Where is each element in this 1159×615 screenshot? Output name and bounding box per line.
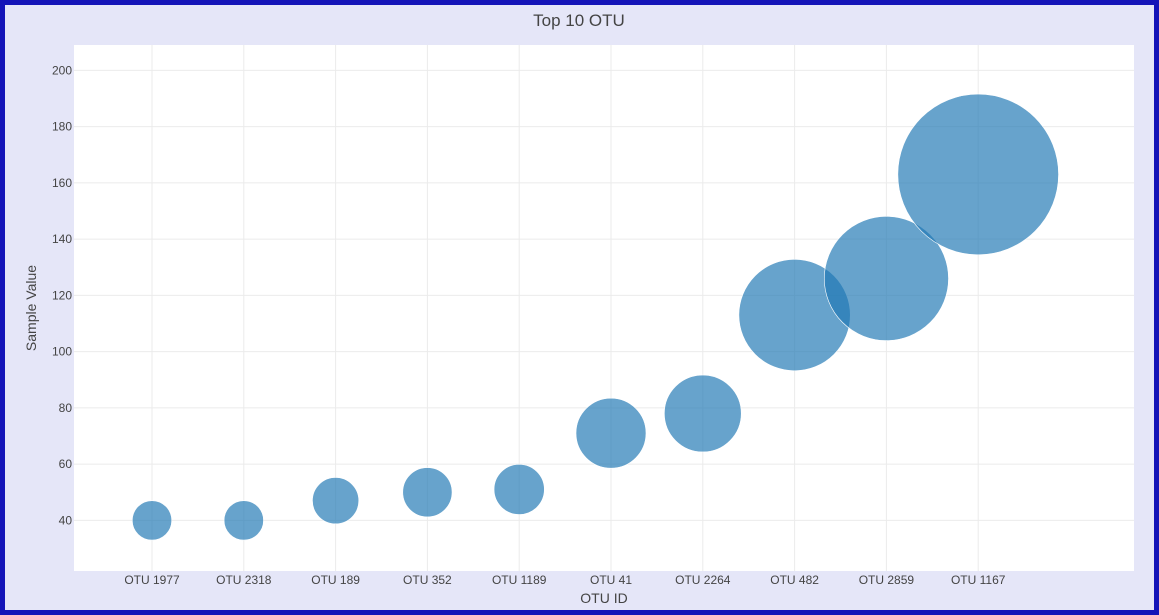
x-axis-title: OTU ID <box>580 590 627 606</box>
bubble-marker[interactable] <box>131 500 173 541</box>
x-tick-label: OTU 1977 <box>124 573 180 587</box>
bubble-marker[interactable] <box>575 397 647 469</box>
x-tick-label: OTU 189 <box>311 573 360 587</box>
x-tick-label: OTU 1167 <box>951 573 1006 587</box>
bubble-marker[interactable] <box>312 477 360 525</box>
x-tick-label: OTU 41 <box>590 573 632 587</box>
x-tick-label: OTU 1189 <box>492 573 547 587</box>
x-tick-label: OTU 2318 <box>216 573 272 587</box>
bubble-marker[interactable] <box>897 93 1059 256</box>
x-axis-ticks: OTU 1977 OTU 2318 OTU 189 OTU 352 OTU 1189 OT… <box>124 573 1005 587</box>
bubble-marker[interactable] <box>493 463 545 515</box>
y-tick-label: 40 <box>59 513 73 527</box>
y-tick-label: 120 <box>52 288 72 302</box>
y-tick-label: 160 <box>52 176 72 190</box>
y-tick-label: 180 <box>52 120 72 134</box>
bubble-marker[interactable] <box>664 374 742 453</box>
y-tick-label: 60 <box>59 457 73 471</box>
x-tick-label: OTU 482 <box>770 573 819 587</box>
bubble-marker[interactable] <box>223 500 264 541</box>
y-tick-label: 200 <box>52 63 72 77</box>
chart-title: Top 10 OTU <box>533 11 625 30</box>
y-axis-title: Sample Value <box>23 265 39 351</box>
y-tick-label: 140 <box>52 232 72 246</box>
gridlines <box>74 45 1134 571</box>
y-tick-label: 80 <box>59 401 73 415</box>
bubble-series <box>131 93 1059 541</box>
y-tick-label: 100 <box>52 345 72 359</box>
x-tick-label: OTU 2264 <box>675 573 731 587</box>
bubble-marker[interactable] <box>823 216 949 341</box>
x-tick-label: OTU 352 <box>403 573 452 587</box>
y-axis-ticks: 40 60 80 100 120 140 160 180 200 <box>52 63 72 527</box>
bubble-marker[interactable] <box>402 467 453 518</box>
x-tick-label: OTU 2859 <box>859 573 915 587</box>
